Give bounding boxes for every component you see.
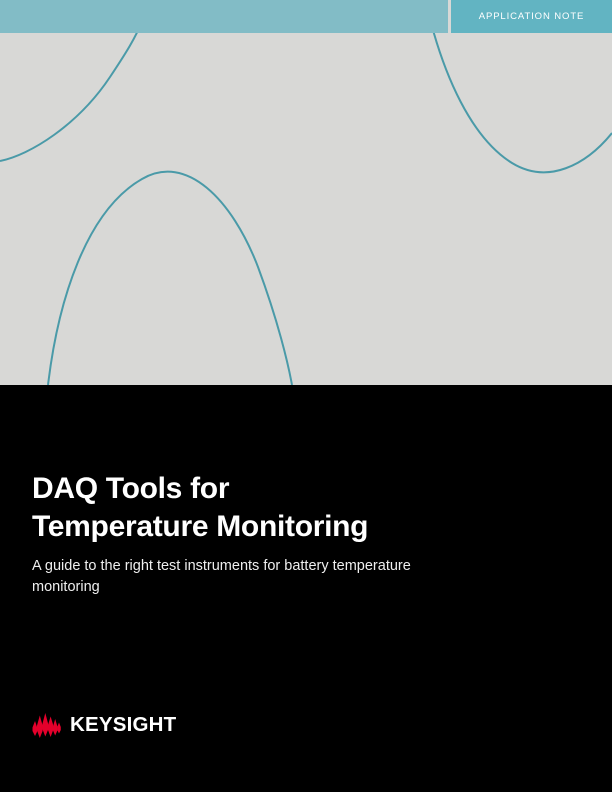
wave-curve-center-arch: [47, 170, 293, 385]
page-title: DAQ Tools for Temperature Monitoring A g…: [32, 470, 552, 598]
page-subtitle: A guide to the right test instruments fo…: [32, 558, 411, 595]
badge-divider: [448, 0, 451, 33]
keysight-logo: KEYSIGHT: [32, 712, 176, 738]
cover-text-panel: DAQ Tools for Temperature Monitoring A g…: [0, 385, 612, 792]
decorative-wave-curves: [0, 33, 612, 385]
wave-curve-right-trough: [432, 33, 612, 174]
page-title-line-2: Temperature Monitoring: [32, 510, 369, 543]
hero-graphic-panel: [0, 33, 612, 385]
keysight-waveform-icon: [32, 713, 61, 738]
keysight-wordmark: KEYSIGHT: [70, 712, 177, 736]
application-note-badge: APPLICATION NOTE: [451, 0, 612, 33]
badge-label: APPLICATION NOTE: [478, 11, 585, 22]
wave-curve-left-descender: [0, 33, 138, 162]
page-title-line-1: DAQ Tools for: [32, 472, 230, 505]
